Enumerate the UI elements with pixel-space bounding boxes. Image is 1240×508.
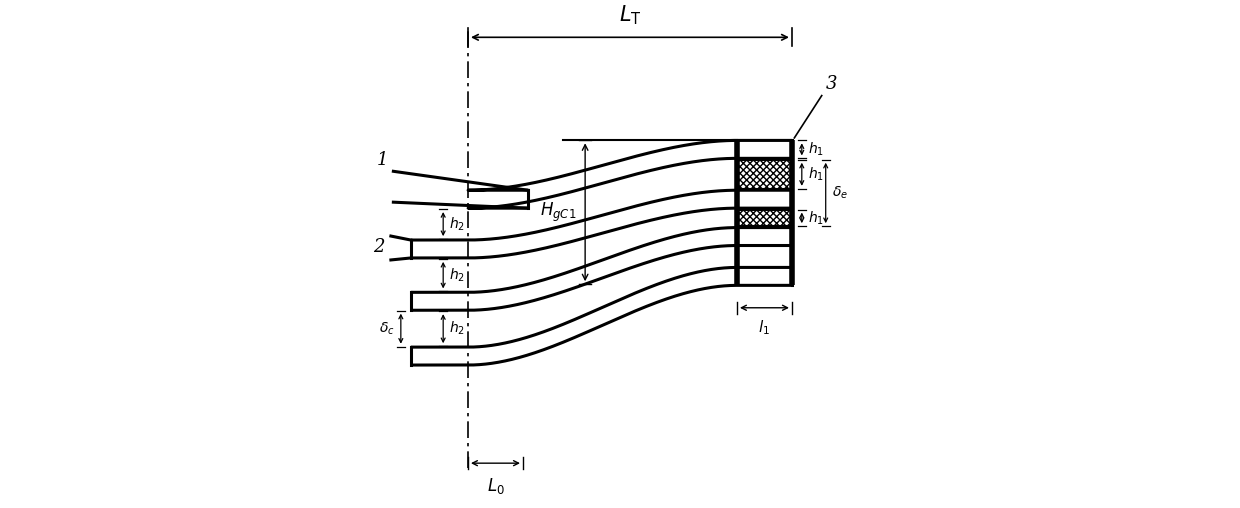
Bar (737, 160, 792, 189)
Text: $H_{gC1}$: $H_{gC1}$ (539, 201, 577, 224)
Text: $\delta_c$: $\delta_c$ (379, 321, 394, 337)
Text: $h_1$: $h_1$ (807, 166, 823, 183)
Text: $h_2$: $h_2$ (449, 215, 465, 233)
Text: 3: 3 (826, 75, 837, 93)
Text: 1: 1 (377, 151, 388, 169)
Text: $l_1$: $l_1$ (759, 319, 770, 337)
Text: $h_1$: $h_1$ (807, 209, 823, 227)
Text: $h_1$: $h_1$ (807, 141, 823, 158)
Text: $L_0$: $L_0$ (486, 475, 505, 496)
Text: $L_{\mathrm{T}}$: $L_{\mathrm{T}}$ (619, 4, 641, 27)
Text: 2: 2 (373, 238, 384, 256)
Bar (737, 210, 792, 226)
Text: $h_2$: $h_2$ (449, 266, 465, 284)
Bar (737, 160, 792, 189)
Bar (737, 210, 792, 226)
Text: $h_2$: $h_2$ (449, 320, 465, 337)
Text: $\delta_e$: $\delta_e$ (832, 185, 848, 201)
